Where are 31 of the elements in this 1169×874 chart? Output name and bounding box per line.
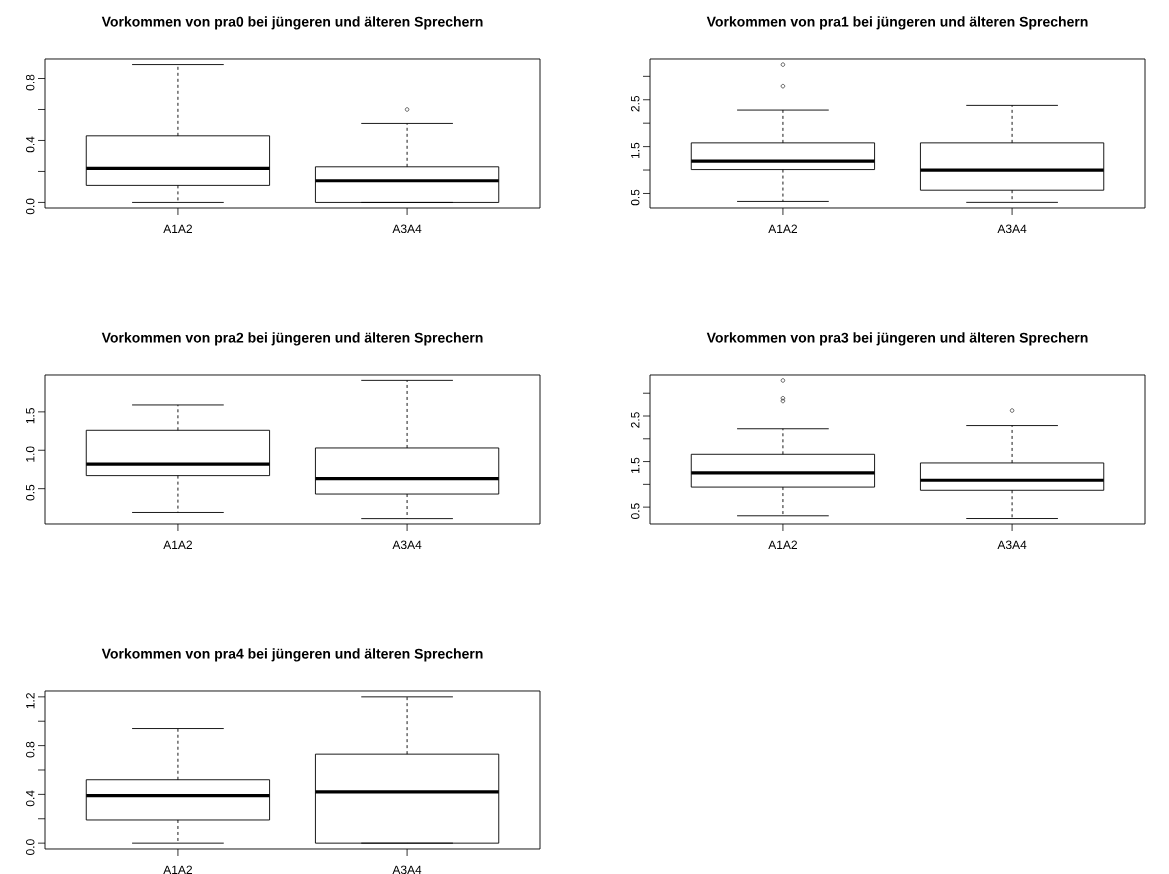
x-tick-label: A3A4 xyxy=(997,540,1027,550)
x-tick-label: A1A2 xyxy=(163,540,192,549)
y-tick-label: 0.4 xyxy=(25,790,35,807)
y-tick-label: 0.8 xyxy=(25,741,35,758)
y-tick-label: 1.2 xyxy=(26,693,35,709)
y-tick-label: 0.0 xyxy=(25,198,35,215)
y-tick-label: 0.4 xyxy=(25,136,35,153)
chart-title: Vorkommen von pra1 bei jüngeren und älteren Sprechern xyxy=(706,16,1088,30)
x-tick-label: A1A2 xyxy=(768,540,797,549)
y-tick-label: 0.5 xyxy=(630,503,640,520)
y-tick-label: 1.5 xyxy=(631,457,640,473)
x-tick-label: A1A2 xyxy=(163,865,192,874)
chart-title: Vorkommen von pra3 bei jüngeren und älteren Sprechern xyxy=(706,332,1088,346)
y-tick-label: 1.0 xyxy=(25,446,35,462)
chart-title: Vorkommen von pra0 bei jüngeren und älteren Sprechern xyxy=(101,16,483,30)
y-tick-label: 2.5 xyxy=(630,95,640,112)
x-tick-label: A1A2 xyxy=(163,224,192,233)
y-tick-label: 0.0 xyxy=(25,839,35,856)
y-tick-label: 1.5 xyxy=(26,408,35,424)
x-tick-label: A3A4 xyxy=(392,224,422,234)
y-tick-label: 0.8 xyxy=(25,74,35,91)
x-tick-label: A1A2 xyxy=(768,224,797,233)
chart-title: Vorkommen von pra4 bei jüngeren und älteren Sprechern xyxy=(101,648,483,662)
y-tick-label: 0.5 xyxy=(25,484,35,501)
y-tick-label: 2.5 xyxy=(630,412,640,428)
y-tick-label: 1.5 xyxy=(631,142,640,159)
x-tick-label: A3A4 xyxy=(392,540,422,550)
chart-title: Vorkommen von pra2 bei jüngeren und älteren Sprechern xyxy=(101,332,483,346)
x-tick-label: A3A4 xyxy=(997,224,1027,234)
x-tick-label: A3A4 xyxy=(392,865,422,874)
y-tick-label: 0.5 xyxy=(630,189,640,206)
